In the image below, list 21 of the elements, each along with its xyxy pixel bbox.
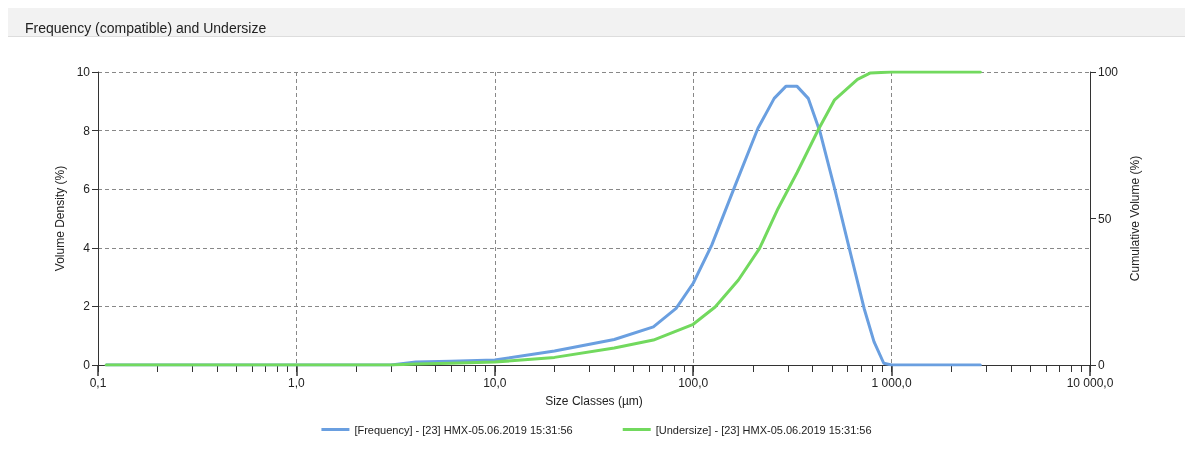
x-tick-label: 100,0 — [678, 376, 709, 390]
y-axis-title: Volume Density (%) — [52, 165, 67, 272]
legend-label: [Frequency] - [23] HMX-05.06.2019 15:31:56 — [354, 423, 573, 436]
chart-title: Frequency (compatible) and Undersize — [25, 20, 267, 36]
x-axis-title: Size Classes (µm) — [545, 394, 643, 408]
y-tick-label: 6 — [83, 182, 91, 197]
y-tick-label: 10 — [76, 65, 91, 79]
x-tick-label: 1,0 — [288, 376, 306, 390]
x-tick-label: 10 000,0 — [1066, 376, 1114, 390]
y2-tick-label: 50 — [1098, 211, 1112, 226]
x-tick-label: 1 000,0 — [871, 376, 912, 390]
y2-axis-title: Cumulative Volume (%) — [1127, 155, 1142, 282]
y-tick-label: 4 — [83, 240, 91, 255]
y2-tick-label: 0 — [1098, 358, 1105, 372]
y-tick-label: 8 — [83, 123, 91, 138]
y-tick-label: 0 — [83, 358, 91, 372]
x-tick-label: 10,0 — [483, 376, 507, 390]
y-tick-label: 2 — [83, 299, 91, 314]
x-tick-label: 0,1 — [89, 376, 107, 390]
legend-label: [Undersize] - [23] HMX-05.06.2019 15:31:56 — [655, 423, 872, 436]
y2-tick-label: 100 — [1098, 65, 1119, 79]
